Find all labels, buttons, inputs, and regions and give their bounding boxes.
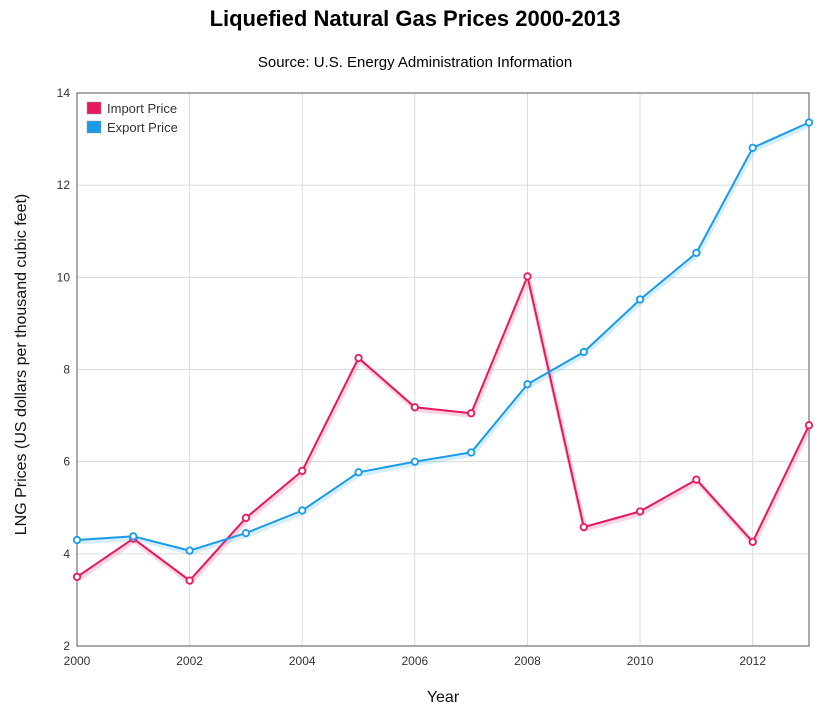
chart-title: Liquefied Natural Gas Prices 2000-2013 [209, 6, 621, 31]
y-tick-label: 10 [57, 270, 71, 284]
x-tick-label: 2012 [739, 654, 766, 668]
data-point [748, 537, 757, 546]
data-point [692, 475, 701, 484]
data-point [298, 506, 307, 515]
data-point [185, 546, 194, 555]
data-point [354, 468, 363, 477]
x-tick-label: 2010 [627, 654, 654, 668]
grid-lines [76, 92, 809, 647]
data-point [748, 143, 757, 152]
y-tick-label: 14 [57, 86, 71, 100]
legend-label: Export Price [107, 120, 178, 135]
data-point [804, 118, 814, 127]
data-point [523, 380, 532, 389]
y-axis-label: LNG Prices (US dollars per thousand cubi… [13, 194, 30, 535]
data-point [72, 535, 82, 545]
series-shadow [77, 122, 812, 556]
data-point [523, 272, 532, 281]
legend-item: Import Price [86, 101, 177, 116]
legend-swatch [86, 101, 102, 115]
series-line [76, 121, 810, 552]
chart-subtitle: Source: U.S. Energy Administration Infor… [257, 54, 573, 71]
x-tick-label: 2006 [401, 654, 428, 668]
y-tick-label: 6 [63, 455, 70, 469]
data-point [410, 457, 419, 466]
legend: Import Price Export Price [86, 101, 178, 135]
plot-area [76, 92, 810, 647]
data-point [467, 409, 476, 418]
data-point [410, 403, 419, 412]
data-point [635, 295, 645, 304]
data-point [185, 576, 194, 585]
legend-item: Export Price [86, 120, 178, 135]
y-tick-label: 12 [57, 178, 71, 192]
y-tick-label: 4 [63, 547, 70, 561]
legend-swatch [86, 120, 102, 134]
data-point [579, 347, 588, 357]
legend-label: Import Price [107, 101, 177, 116]
data-point [635, 507, 645, 516]
series-import-price [72, 272, 814, 586]
data-point [354, 353, 363, 363]
x-tick-label: 2002 [176, 654, 203, 668]
data-point [298, 466, 307, 475]
data-point [579, 523, 588, 532]
series-layer [72, 118, 814, 586]
y-tick-label: 8 [63, 363, 70, 377]
data-point [129, 532, 138, 541]
series-line [76, 275, 810, 582]
x-tick-label: 2008 [514, 654, 541, 668]
x-axis-label: Year [427, 689, 460, 706]
data-point [241, 528, 251, 538]
y-tick-label: 2 [63, 639, 70, 653]
series-export-price [72, 118, 814, 556]
data-point [467, 448, 476, 457]
data-point [72, 572, 82, 581]
data-point [804, 421, 814, 430]
data-point [241, 513, 251, 522]
series-shadow [76, 275, 813, 586]
x-tick-label: 2000 [64, 654, 91, 668]
data-point [692, 248, 701, 258]
axis-ticks: 2 4 6 8 10 12 14 2000 2002 2004 2006 2008 2010 2012 [57, 86, 767, 668]
x-tick-label: 2004 [289, 654, 316, 668]
